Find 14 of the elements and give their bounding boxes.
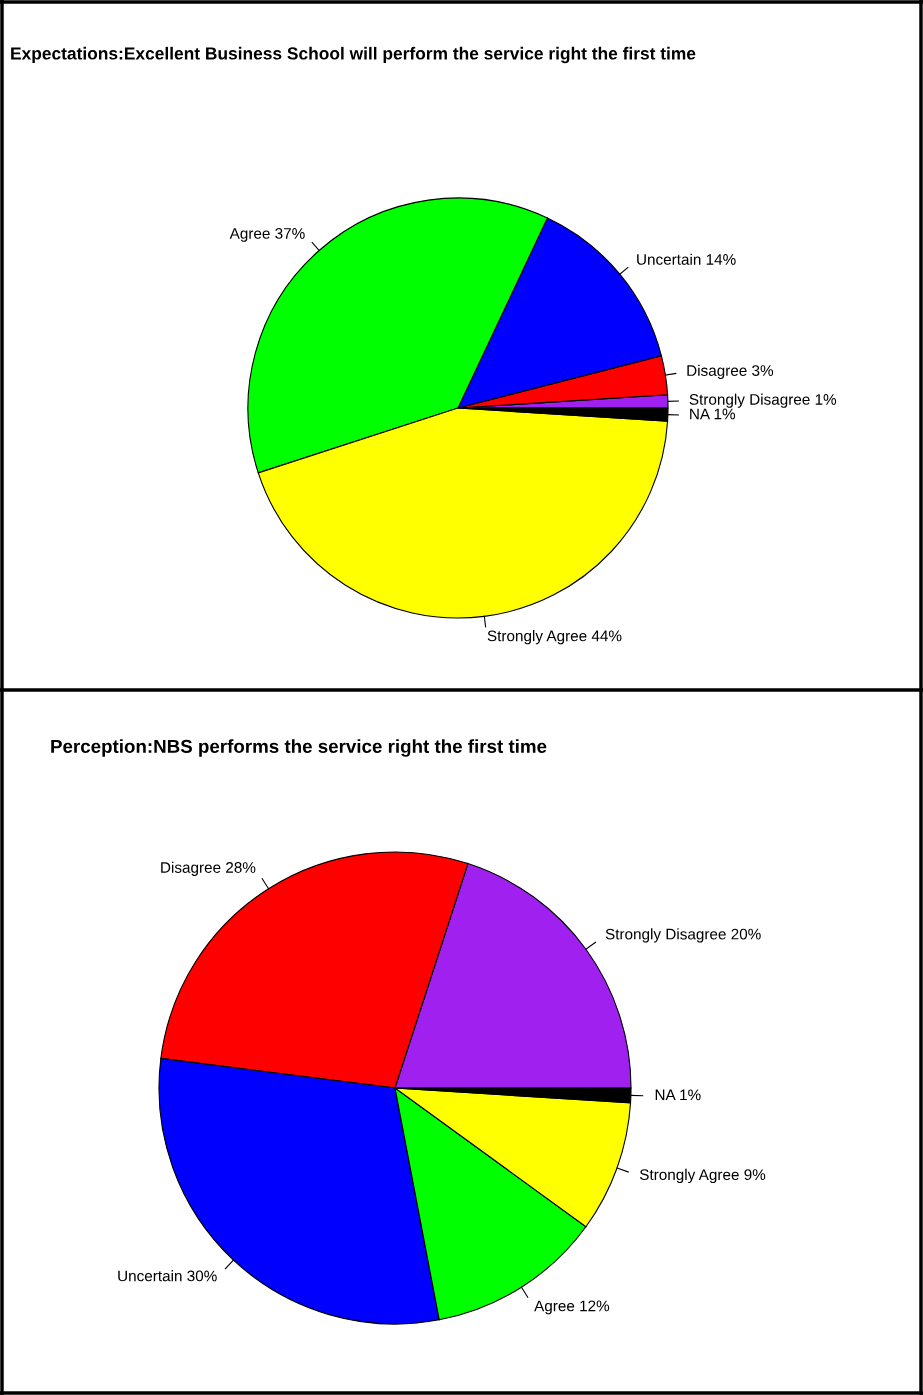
slice-label: Strongly Disagree 1% (689, 393, 837, 408)
slice-label: Disagree 3% (687, 364, 774, 379)
slice-label: Agree 12% (534, 1300, 610, 1315)
slice-label: NA 1% (690, 408, 736, 420)
slice-label: Strongly Agree 44% (487, 630, 622, 645)
slice-label: Strongly Disagree 20% (605, 928, 761, 943)
slice-label: Disagree 28% (161, 861, 256, 876)
slice-label: Strongly Agree 9% (639, 1168, 766, 1184)
slice-label: NA 1% (655, 1089, 701, 1101)
chart-title: Perception:NBS performs the service right the first time (51, 739, 547, 757)
slice-label: Uncertain 14% (637, 253, 736, 265)
slice-label: Uncertain 30% (118, 1270, 217, 1282)
slice-label: Agree 37% (229, 228, 305, 242)
chart-title: Expectations:Excellent Business School will perform the service right the first time (11, 46, 696, 64)
